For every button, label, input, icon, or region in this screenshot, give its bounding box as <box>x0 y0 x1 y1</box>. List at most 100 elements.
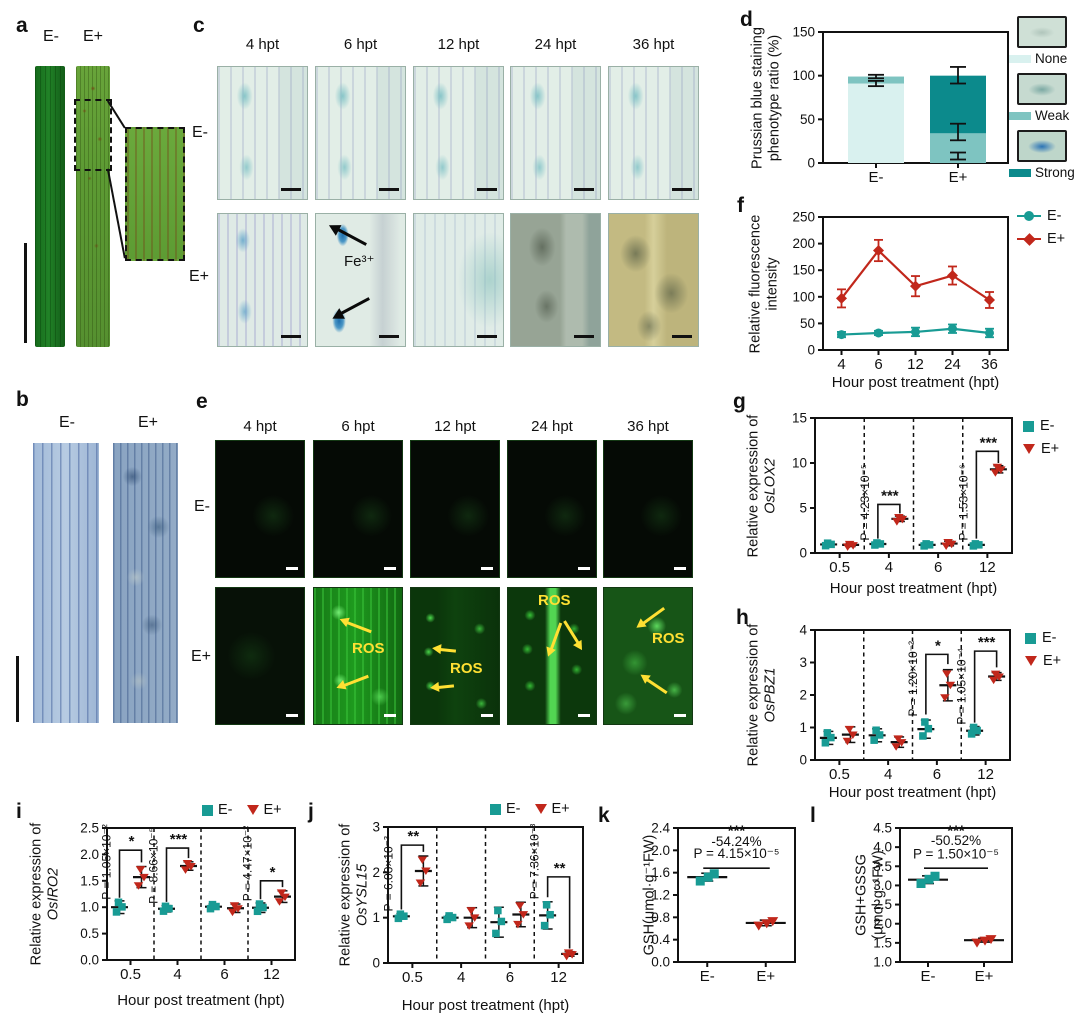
scale-bar <box>281 188 301 191</box>
chart-oslox2-expression: Relative expression of OsLOX2 0 5 10 15 0.5 4 6… <box>745 392 1080 607</box>
micrograph-c-eplus-36hpt <box>608 213 699 347</box>
svg-text:0: 0 <box>799 753 807 768</box>
chart-f-ylabel: Relative fluorescence intensity <box>747 214 781 354</box>
chart-h-legend: E- E+ <box>1025 630 1061 676</box>
micrograph-c-eminus-24hpt <box>510 66 601 200</box>
scale-bar <box>672 335 692 338</box>
chart-l-canvas: 1.0 1.5 2.0 2.5 3.0 3.5 4.0 4.5 E- E+ ***-50.52%P … <box>873 821 1013 985</box>
panel-c-label: c <box>193 14 205 37</box>
svg-text:6: 6 <box>934 559 942 576</box>
svg-text:4: 4 <box>457 969 465 986</box>
trypan-blue-leaf-e-minus <box>33 443 99 723</box>
trypan-blue-leaf-e-plus <box>113 443 178 723</box>
legend-swatch-strong <box>1009 168 1031 177</box>
chart-gsh-gssg: GSH+GSSG (μmol·g⁻¹FW) 1.0 1.5 2.0 2.5 3.0 3.5 4… <box>845 806 1080 1026</box>
scale-bar <box>384 567 396 570</box>
e-minus-marker-icon <box>490 803 501 815</box>
micrograph-c-eminus-12hpt <box>413 66 504 200</box>
svg-text:P = 6.00×10⁻³: P = 6.00×10⁻³ <box>381 836 395 912</box>
c-row-e-minus: E- <box>192 124 208 141</box>
scale-bar <box>477 335 497 338</box>
fluorescence-e-eplus-6hpt <box>313 587 403 725</box>
svg-text:***: *** <box>728 822 746 839</box>
svg-text:0.0: 0.0 <box>80 953 99 968</box>
scale-bar <box>477 188 497 191</box>
micrograph-c-eplus-12hpt <box>413 213 504 347</box>
e-plus-marker-icon <box>246 805 259 815</box>
svg-text:200: 200 <box>792 236 815 251</box>
svg-text:P = 7.36×10⁻³: P = 7.36×10⁻³ <box>528 824 542 900</box>
scale-bar <box>281 335 301 338</box>
svg-text:***: *** <box>978 634 996 651</box>
svg-text:12: 12 <box>263 966 280 983</box>
scale-bar <box>384 714 396 717</box>
chart-l-ylabel: GSH+GSSG (μmol·g⁻¹FW) <box>853 850 887 940</box>
scale-bar <box>481 714 493 717</box>
svg-text:24: 24 <box>944 356 961 373</box>
svg-text:E+: E+ <box>949 169 968 186</box>
chart-fluorescence-intensity: Relative fluorescence intensity 0 50 100 150… <box>745 196 1080 396</box>
svg-text:0.5: 0.5 <box>829 766 850 783</box>
svg-text:0.8: 0.8 <box>651 910 670 925</box>
scale-bar <box>379 188 399 191</box>
chart-g-legend: E- E+ <box>1023 418 1059 464</box>
svg-text:-54.24%: -54.24% <box>711 834 761 849</box>
svg-text:150: 150 <box>792 263 815 278</box>
panel-l-label: l <box>810 804 816 827</box>
svg-text:36: 36 <box>981 356 998 373</box>
svg-text:0.4: 0.4 <box>651 932 670 947</box>
panel-g-label: g <box>733 390 746 413</box>
svg-text:*: * <box>935 637 941 654</box>
svg-text:50: 50 <box>800 316 815 331</box>
fluorescence-e-eplus-12hpt <box>410 587 500 725</box>
panel-f-label: f <box>737 194 744 217</box>
svg-text:250: 250 <box>792 210 815 225</box>
e-minus-marker-icon <box>202 804 213 816</box>
leaf-photo-e-minus <box>35 66 65 347</box>
c-header-4hpt: 4 hpt <box>245 36 280 53</box>
e-plus-marker-icon <box>1025 656 1037 666</box>
svg-text:6: 6 <box>933 766 941 783</box>
svg-text:P = 1.20×10⁻²: P = 1.20×10⁻² <box>906 641 920 717</box>
svg-text:100: 100 <box>792 68 815 83</box>
c-header-24hpt: 24 hpt <box>534 36 577 53</box>
e-header-4hpt: 4 hpt <box>243 418 277 435</box>
svg-text:0.0: 0.0 <box>651 955 670 970</box>
chart-g-xlabel: Hour post treatment (hpt) <box>829 580 998 597</box>
svg-text:2.0: 2.0 <box>651 843 670 858</box>
svg-text:10: 10 <box>792 456 807 471</box>
svg-text:P = 4.23×10⁻⁵: P = 4.23×10⁻⁵ <box>858 464 872 541</box>
scale-bar <box>574 188 594 191</box>
fluorescence-e-eplus-4hpt <box>215 587 305 725</box>
svg-text:E-: E- <box>700 968 715 985</box>
svg-text:***: *** <box>980 434 998 451</box>
svg-text:12: 12 <box>550 969 567 986</box>
fluorescence-e-eminus-6hpt <box>313 440 403 578</box>
scale-bar <box>674 567 686 570</box>
svg-text:2.0: 2.0 <box>80 847 99 862</box>
fe3-annotation: Fe³⁺ <box>344 253 375 270</box>
scale-bar <box>672 188 692 191</box>
svg-text:-50.52%: -50.52% <box>931 833 981 848</box>
chart-h-ylabel: Relative expression of OsPBZ1 <box>745 623 779 767</box>
scale-bar <box>286 714 298 717</box>
c-header-12hpt: 12 hpt <box>437 36 480 53</box>
e-row-e-minus: E- <box>194 498 210 515</box>
chart-g-canvas: 0 5 10 15 0.5 4 6 12 *** P = 4.23×10⁻⁵ *** P = 1.53… <box>792 411 1013 576</box>
chart-i-canvas: 0.0 0.5 1.0 1.5 2.0 2.5 0.5 4 6 12 * P = 1.05×10⁻² *… <box>80 821 296 983</box>
svg-text:*: * <box>129 833 135 850</box>
fluorescence-e-eplus-36hpt <box>603 587 693 725</box>
svg-text:4.0: 4.0 <box>873 840 892 855</box>
svg-text:3: 3 <box>799 655 807 670</box>
chart-f-legend: E- E+ <box>1017 208 1065 254</box>
svg-text:**: ** <box>554 860 566 877</box>
e-header-6hpt: 6 hpt <box>341 418 375 435</box>
svg-text:12: 12 <box>907 356 924 373</box>
svg-text:2: 2 <box>372 865 380 880</box>
svg-text:2.0: 2.0 <box>873 916 892 931</box>
chart-d-canvas: 0 50 100 150 E- E+ <box>792 25 1009 186</box>
svg-text:E-: E- <box>921 968 936 985</box>
ros-annotation: ROS <box>352 640 385 657</box>
legend-label-weak: Weak <box>1035 108 1070 123</box>
